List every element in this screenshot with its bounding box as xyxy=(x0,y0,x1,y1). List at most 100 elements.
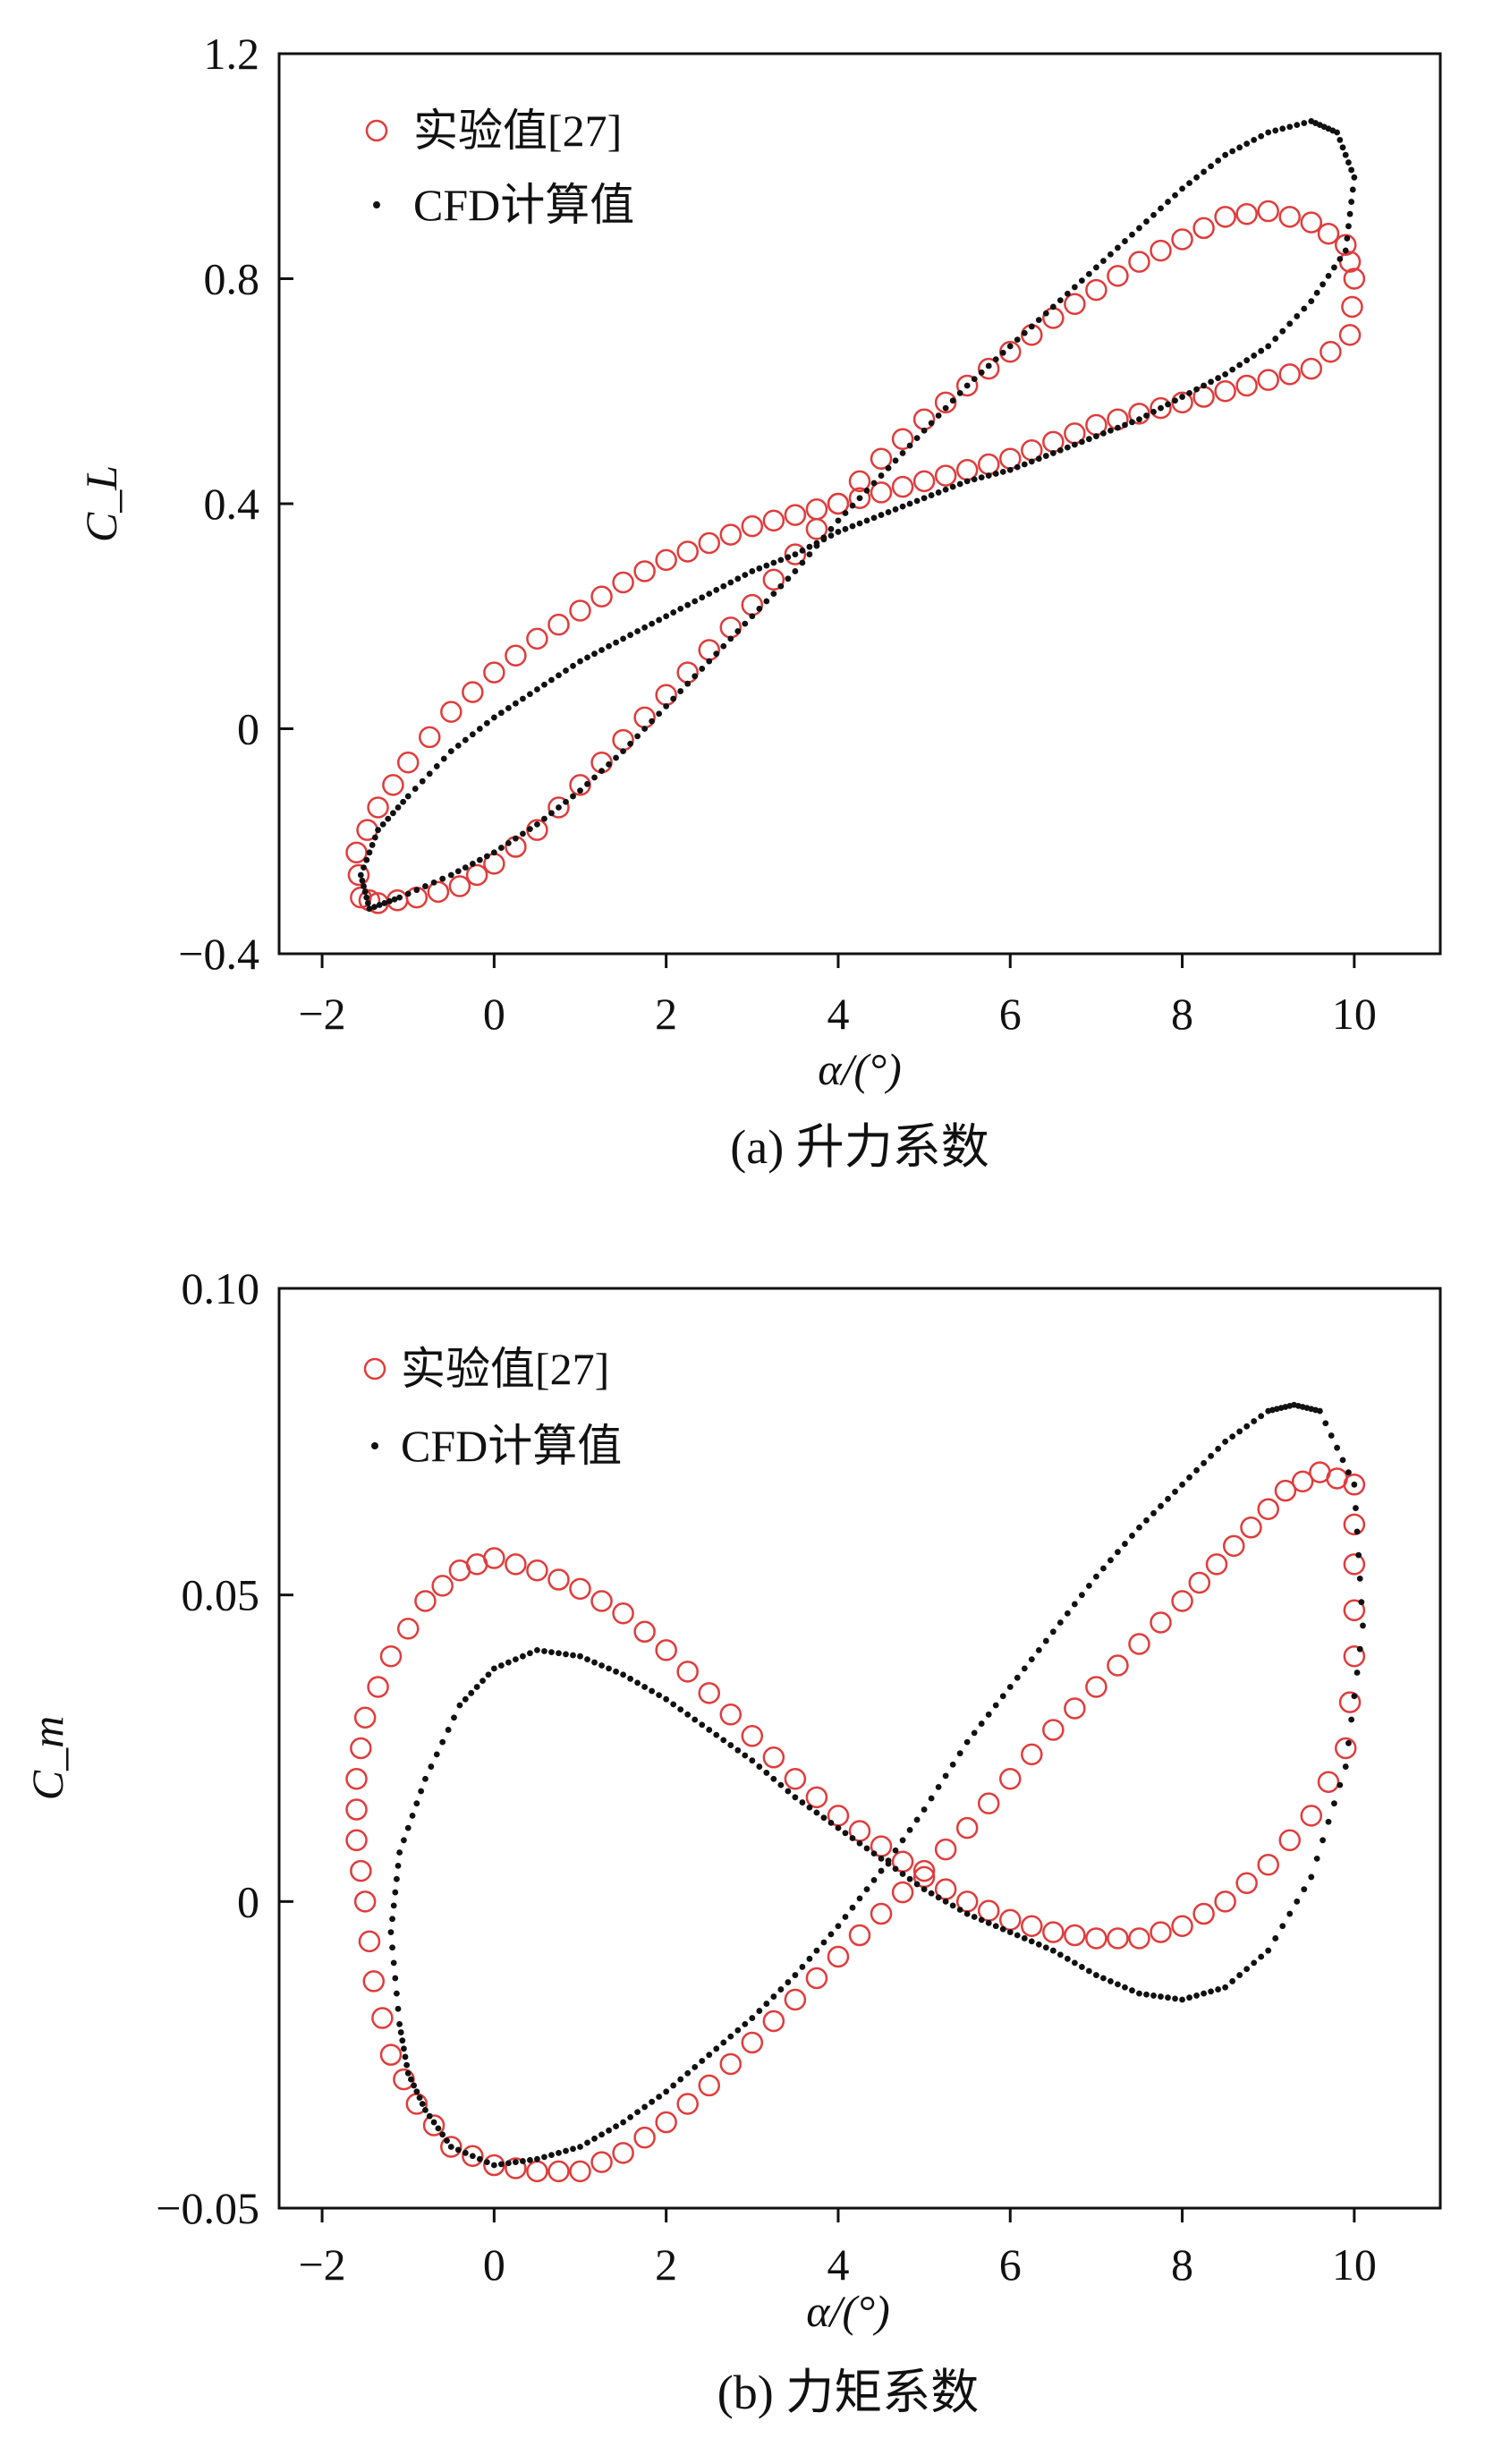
cfd-data-point xyxy=(447,871,454,879)
cfd-data-point xyxy=(433,763,440,769)
cfd-data-point xyxy=(863,487,870,494)
cfd-data-point xyxy=(928,1795,935,1802)
cfd-data-point xyxy=(1115,1549,1121,1556)
cfd-data-point xyxy=(677,688,684,694)
cfd-data-point xyxy=(1078,1592,1085,1599)
experiment-data-point xyxy=(1171,391,1193,414)
cfd-data-point xyxy=(978,369,985,376)
cfd-data-point xyxy=(670,609,677,616)
experiment-data-point xyxy=(805,1786,828,1809)
cfd-data-point xyxy=(1208,378,1215,386)
cfd-data-point xyxy=(963,382,971,389)
experiment-data-point xyxy=(934,1838,957,1861)
cfd-data-point xyxy=(1158,1993,1164,2000)
experiment-data-point xyxy=(1214,1890,1236,1913)
cfd-data-point xyxy=(1286,1910,1294,1917)
legend: 实验值[27] CFD计算值 xyxy=(365,106,634,230)
cfd-data-point xyxy=(1085,1967,1092,1975)
cfd-data-point xyxy=(513,1656,519,1663)
cfd-data-point xyxy=(404,2069,412,2077)
cfd-data-point xyxy=(1342,247,1349,254)
cfd-data-point xyxy=(878,512,885,518)
cfd-data-point xyxy=(928,420,935,427)
cfd-data-point xyxy=(820,1814,827,1822)
experiment-data-point xyxy=(422,2114,446,2137)
cfd-data-point xyxy=(381,900,388,906)
experiment-data-point xyxy=(1235,202,1258,225)
experiment-data-point xyxy=(1205,1553,1228,1576)
cfd-data-point xyxy=(1308,1873,1315,1881)
cfd-data-point xyxy=(641,624,649,631)
cfd-data-point xyxy=(949,397,956,404)
cfd-data-point xyxy=(570,2145,576,2153)
cfd-data-point xyxy=(656,710,663,718)
experiment-data-point xyxy=(912,408,936,430)
experiment-data-point xyxy=(1064,1697,1086,1720)
cfd-data-point xyxy=(1229,366,1236,373)
cfd-data-point xyxy=(899,1871,906,1877)
cfd-data-point xyxy=(1222,370,1229,378)
experiment-data-point xyxy=(350,1859,372,1882)
cfd-data-point xyxy=(856,1840,863,1847)
experiment-data-point xyxy=(741,514,764,538)
cfd-data-point xyxy=(942,1772,949,1780)
cfd-data-point xyxy=(556,672,562,679)
experiment-data-point xyxy=(1085,278,1107,302)
experiment-data-point xyxy=(440,2136,462,2158)
cfd-data-point xyxy=(490,714,497,721)
cfd-data-point xyxy=(392,1975,399,1982)
cfd-data-point xyxy=(1093,433,1099,439)
cfd-data-point xyxy=(462,864,469,871)
cfd-data-point xyxy=(956,1907,963,1913)
cfd-data-point xyxy=(1345,159,1352,166)
cfd-data-point xyxy=(1208,1452,1215,1459)
cfd-data-point xyxy=(785,554,792,561)
cfd-data-point xyxy=(497,845,505,851)
cfd-data-point xyxy=(591,2135,598,2142)
experiment-data-point xyxy=(345,841,368,864)
cfd-data-point xyxy=(792,551,799,557)
experiment-data-point xyxy=(590,2151,613,2173)
experiment-data-point xyxy=(1192,1902,1215,1925)
panel-a-lift-coefficient: −2 0 2 4 6 8 10 −0.400.40.81.2 实验值[27] CFD计算值 … xyxy=(76,29,1442,1174)
cfd-data-point xyxy=(1351,174,1358,181)
cfd-data-point xyxy=(770,559,777,566)
experiment-data-point xyxy=(891,475,914,498)
cfd-data-point xyxy=(921,1886,928,1893)
cfd-data-point xyxy=(1006,466,1014,473)
experiment-data-point xyxy=(350,1737,372,1760)
experiment-data-point xyxy=(827,1945,850,1968)
cfd-data-point xyxy=(1208,163,1215,170)
cfd-data-point xyxy=(1286,123,1294,131)
cfd-data-point xyxy=(921,427,928,434)
cfd-data-point xyxy=(1229,1978,1236,1984)
experiment-data-point xyxy=(1343,1599,1366,1622)
cfd-data-point xyxy=(1179,1481,1185,1488)
cfd-data-point xyxy=(727,2033,734,2040)
cfd-data-point xyxy=(606,1665,612,1672)
cfd-data-point xyxy=(433,1751,440,1758)
cfd-data-point xyxy=(1279,1923,1286,1930)
x-tick-label: 2 xyxy=(655,2239,677,2290)
cfd-data-point xyxy=(1006,1929,1014,1936)
cfd-data-point xyxy=(677,605,684,612)
experiment-data-point xyxy=(358,1930,381,1953)
cfd-data-point xyxy=(366,849,373,856)
cfd-data-point xyxy=(913,497,921,505)
experiment-data-point xyxy=(848,470,871,493)
experiment-data-point xyxy=(891,428,914,450)
experiment-data-point xyxy=(547,613,570,636)
cfd-data-point xyxy=(842,1830,849,1837)
cfd-data-point xyxy=(1193,386,1200,393)
cfd-data-point xyxy=(534,686,540,692)
cfd-data-point xyxy=(1229,148,1236,155)
experiment-data-point xyxy=(784,1988,807,2011)
cfd-data-point xyxy=(1355,1551,1362,1559)
cfd-data-point xyxy=(1201,168,1207,175)
cfd-data-point xyxy=(677,2076,684,2083)
x-tick-label: −2 xyxy=(298,2239,345,2290)
cfd-data-point xyxy=(1143,1517,1150,1524)
cfd-data-point xyxy=(1179,394,1185,400)
cfd-data-point xyxy=(999,468,1006,475)
cfd-data-point xyxy=(1348,1716,1355,1723)
